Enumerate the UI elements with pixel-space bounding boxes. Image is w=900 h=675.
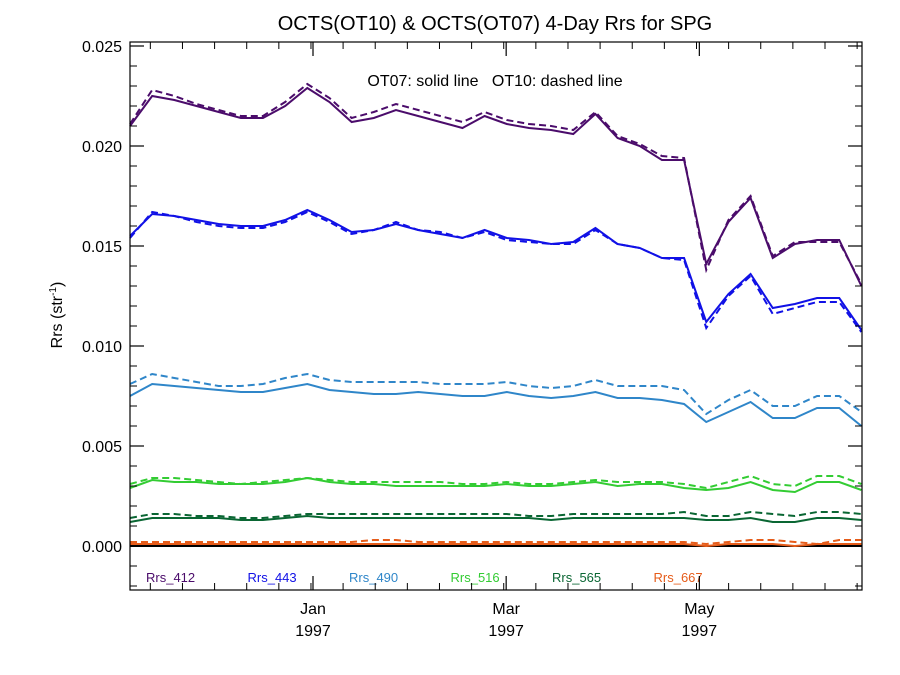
x-tick-label-year: 1997 xyxy=(682,623,718,640)
series-rrs-565-dashed xyxy=(129,510,862,519)
y-axis-label-main: Rrs (str xyxy=(49,295,66,348)
series-rrs-490-dashed xyxy=(129,372,862,416)
x-tick-label-year: 1997 xyxy=(295,623,331,640)
plot-frame xyxy=(129,41,863,591)
series-rrs-667-dashed xyxy=(130,539,862,546)
y-axis-label-close: ) xyxy=(49,282,66,287)
chart-title: OCTS(OT10) & OCTS(OT07) 4-Day Rrs for SP… xyxy=(278,13,713,35)
series-rrs-412-solid xyxy=(129,86,863,287)
y-axis-label: Rrs (str-1) xyxy=(48,282,66,349)
y-tick-label: 0.020 xyxy=(82,139,122,156)
legend-label-rrs-565: Rrs_565 xyxy=(552,570,601,585)
y-tick-label: 0.005 xyxy=(82,439,122,456)
y-tick-label: 0.015 xyxy=(82,239,122,256)
x-tick-label-month: May xyxy=(684,601,714,618)
series-rrs-490-solid xyxy=(129,382,863,427)
legend-label-rrs-490: Rrs_490 xyxy=(349,570,398,585)
legend-label-rrs-667: Rrs_667 xyxy=(654,570,703,585)
line-style-annotation: OT07: solid line OT10: dashed line xyxy=(367,73,622,90)
legend-label-rrs-412: Rrs_412 xyxy=(146,570,195,585)
series-rrs-443-dashed xyxy=(129,210,863,333)
x-tick-label-month: Jan xyxy=(300,601,326,618)
y-tick-label: 0.010 xyxy=(82,339,122,356)
legend-label-rrs-516: Rrs_516 xyxy=(451,570,500,585)
x-tick-label-month: Mar xyxy=(492,601,520,618)
series-rrs-516-solid xyxy=(129,476,862,494)
y-tick-label: 0.000 xyxy=(82,539,122,556)
series-rrs-412-dashed xyxy=(129,82,863,285)
legend-label-rrs-443: Rrs_443 xyxy=(248,570,297,585)
series-rrs-667-solid xyxy=(130,543,862,548)
series-rrs-565-solid xyxy=(129,514,862,523)
x-tick-label-year: 1997 xyxy=(488,623,524,640)
series-rrs-443-solid xyxy=(129,208,863,331)
y-axis-label-superscript: -1 xyxy=(48,287,59,296)
plot-area: Rrs_412 Rrs_443 Rrs_490 Rrs_516 Rrs_565 Rrs_6… xyxy=(82,39,863,640)
y-tick-label: 0.025 xyxy=(82,39,122,56)
